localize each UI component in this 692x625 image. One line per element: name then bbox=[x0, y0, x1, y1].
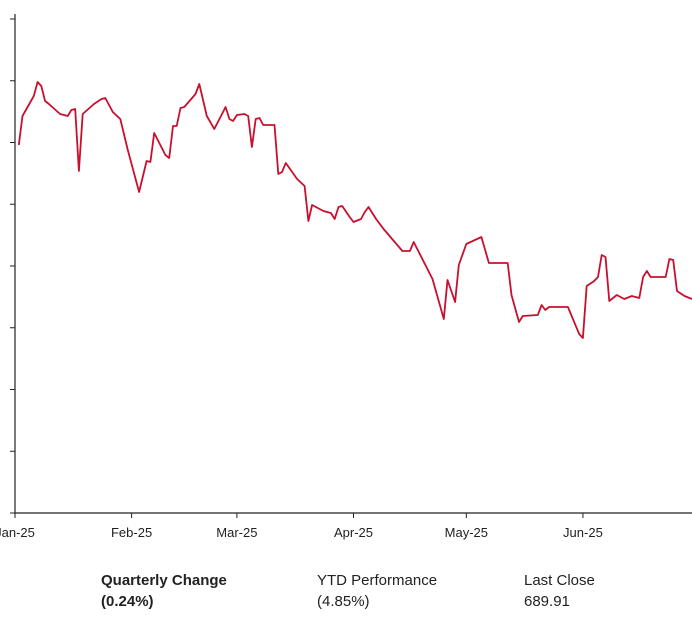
x-tick-label: Jun-25 bbox=[563, 525, 603, 540]
price-series-line bbox=[17, 81, 692, 339]
x-tick-label: Jan-25 bbox=[0, 525, 35, 540]
last-close-label: Last Close bbox=[524, 572, 595, 589]
x-tick-label: Apr-25 bbox=[334, 525, 373, 540]
ytd-performance-stat: YTD Performance (4.85%) bbox=[317, 570, 437, 612]
quarterly-change-stat: Quarterly Change (0.24%) bbox=[101, 570, 227, 612]
x-axis-ticks: Jan-25 Feb-25 Mar-25 Apr-25 May-25 Jun-25 bbox=[0, 513, 603, 540]
quarterly-change-value: (0.24%) bbox=[101, 593, 154, 610]
y-axis-ticks bbox=[10, 18, 15, 514]
x-tick-label: Mar-25 bbox=[216, 525, 257, 540]
quarterly-change-label: Quarterly Change bbox=[101, 572, 227, 589]
last-close-stat: Last Close 689.91 bbox=[524, 570, 595, 612]
x-tick-label: May-25 bbox=[445, 525, 488, 540]
x-tick-label: Feb-25 bbox=[111, 525, 152, 540]
price-line-chart: Jan-25 Feb-25 Mar-25 Apr-25 May-25 Jun-25 bbox=[0, 14, 692, 540]
ytd-performance-value: (4.85%) bbox=[317, 593, 370, 610]
ytd-performance-label: YTD Performance bbox=[317, 572, 438, 589]
last-close-value: 689.91 bbox=[524, 593, 570, 610]
